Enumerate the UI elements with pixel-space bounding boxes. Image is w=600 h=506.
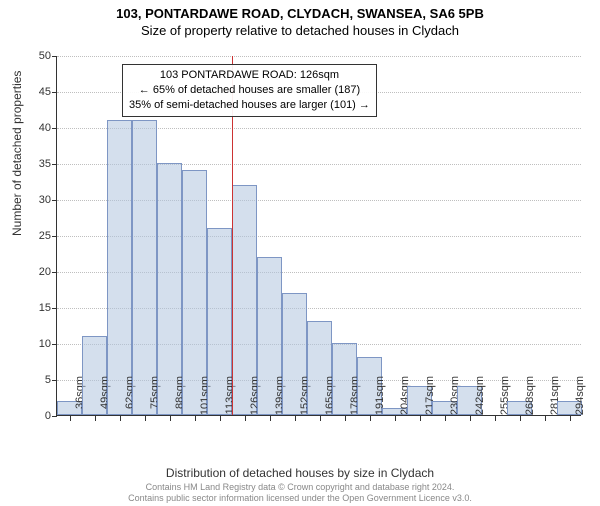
x-tick xyxy=(495,416,496,421)
y-tick-label: 10 xyxy=(27,338,51,350)
y-tick xyxy=(52,92,57,93)
y-tick xyxy=(52,344,57,345)
x-tick xyxy=(445,416,446,421)
footer-line-1: Contains HM Land Registry data © Crown c… xyxy=(146,482,455,492)
x-tick xyxy=(220,416,221,421)
x-tick xyxy=(520,416,521,421)
y-tick xyxy=(52,128,57,129)
x-axis-label: Distribution of detached houses by size … xyxy=(0,466,600,480)
x-tick-label: 268sqm xyxy=(524,376,536,426)
x-tick xyxy=(295,416,296,421)
x-tick xyxy=(370,416,371,421)
y-tick-label: 5 xyxy=(27,374,51,386)
y-tick xyxy=(52,380,57,381)
histogram-bar xyxy=(107,120,132,415)
x-tick xyxy=(120,416,121,421)
grid-line xyxy=(57,56,581,57)
x-tick xyxy=(545,416,546,421)
x-tick-label: 242sqm xyxy=(474,376,486,426)
x-tick xyxy=(570,416,571,421)
y-tick-label: 0 xyxy=(27,410,51,422)
y-axis-label: Number of detached properties xyxy=(10,71,24,236)
x-tick xyxy=(395,416,396,421)
x-tick xyxy=(420,416,421,421)
annotation-line-1: 103 PONTARDAWE ROAD: 126sqm xyxy=(160,69,339,81)
y-tick-label: 15 xyxy=(27,302,51,314)
x-tick-label: 294sqm xyxy=(574,376,586,426)
y-tick-label: 50 xyxy=(27,50,51,62)
y-tick-label: 45 xyxy=(27,86,51,98)
footer-line-2: Contains public sector information licen… xyxy=(128,493,472,503)
annotation-box: 103 PONTARDAWE ROAD: 126sqm ← 65% of deta… xyxy=(122,64,377,117)
x-tick xyxy=(170,416,171,421)
annotation-line-2: ← 65% of detached houses are smaller (18… xyxy=(139,84,360,96)
x-tick xyxy=(320,416,321,421)
page-title-1: 103, PONTARDAWE ROAD, CLYDACH, SWANSEA, … xyxy=(0,6,600,21)
x-tick xyxy=(245,416,246,421)
page-title-2: Size of property relative to detached ho… xyxy=(0,23,600,38)
x-tick xyxy=(270,416,271,421)
y-tick xyxy=(52,56,57,57)
y-tick xyxy=(52,236,57,237)
y-tick-label: 20 xyxy=(27,266,51,278)
y-tick-label: 35 xyxy=(27,158,51,170)
x-tick xyxy=(195,416,196,421)
y-tick xyxy=(52,308,57,309)
x-tick xyxy=(345,416,346,421)
y-tick xyxy=(52,272,57,273)
footer-attribution: Contains HM Land Registry data © Crown c… xyxy=(0,482,600,505)
y-tick xyxy=(52,200,57,201)
x-tick xyxy=(70,416,71,421)
histogram-plot: 0510152025303540455036sqm49sqm62sqm75sqm… xyxy=(56,56,581,416)
x-tick xyxy=(470,416,471,421)
x-tick-label: 191sqm xyxy=(374,376,386,426)
y-tick-label: 40 xyxy=(27,122,51,134)
x-tick xyxy=(95,416,96,421)
annotation-line-3: 35% of semi-detached houses are larger (… xyxy=(129,99,370,111)
y-tick xyxy=(52,416,57,417)
plot-area: 0510152025303540455036sqm49sqm62sqm75sqm… xyxy=(56,56,581,416)
y-tick-label: 30 xyxy=(27,194,51,206)
y-tick xyxy=(52,164,57,165)
histogram-bar xyxy=(132,120,157,415)
x-tick xyxy=(145,416,146,421)
y-tick-label: 25 xyxy=(27,230,51,242)
